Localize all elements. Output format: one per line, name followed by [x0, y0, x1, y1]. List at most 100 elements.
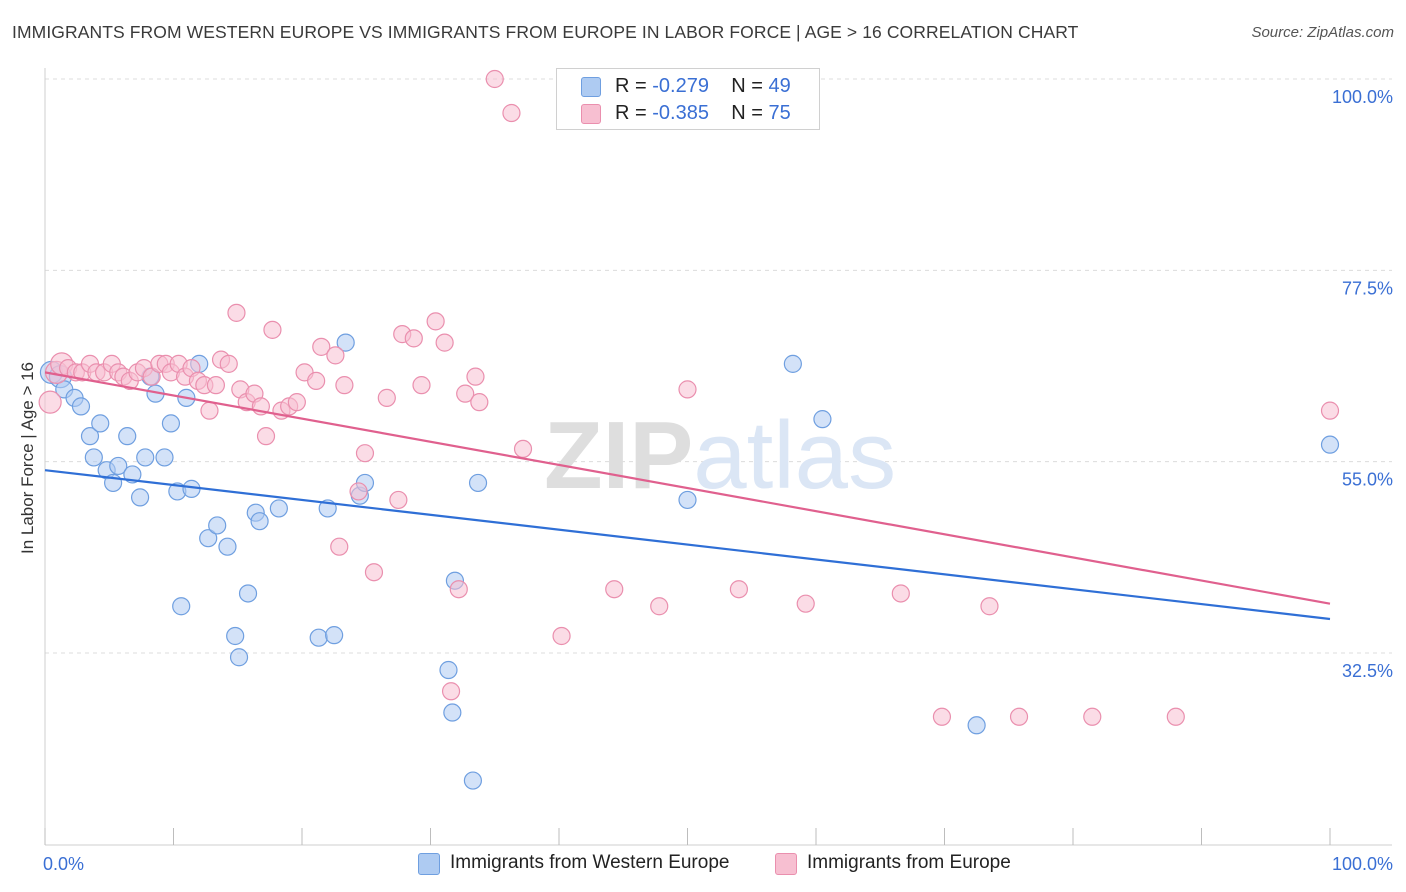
- data-point: [1320, 401, 1340, 420]
- data-point: [891, 584, 910, 603]
- watermark-zip: ZIP: [544, 402, 693, 509]
- data-point: [199, 529, 218, 548]
- legend-n-label: N =: [731, 75, 763, 97]
- data-point: [136, 448, 155, 467]
- data-point: [468, 473, 488, 493]
- data-point: [161, 414, 181, 433]
- y-tick-label: 100.0%: [1332, 87, 1393, 107]
- data-point: [330, 537, 349, 556]
- data-point: [238, 584, 258, 603]
- trend-line-western-europe: [44, 469, 1331, 621]
- data-point: [404, 329, 423, 348]
- stats-legend: R = -0.279 N = 49 R = -0.385 N = 75: [556, 68, 820, 130]
- data-point: [218, 537, 237, 556]
- series-label-europe: Immigrants from Europe: [807, 852, 1011, 873]
- data-point: [229, 648, 249, 667]
- data-point: [80, 427, 100, 446]
- data-point: [463, 771, 483, 790]
- data-point: [355, 444, 375, 463]
- data-point: [91, 414, 110, 433]
- legend-r-value-blue: -0.279: [652, 75, 709, 97]
- legend-r-label: R =: [615, 75, 647, 97]
- y-tick-label: 32.5%: [1342, 661, 1393, 681]
- data-point: [470, 393, 489, 412]
- x-tick-label: 100.0%: [1332, 854, 1393, 874]
- data-point: [678, 490, 697, 510]
- data-point: [426, 312, 445, 331]
- source-note: Source: ZipAtlas.com: [1251, 24, 1394, 41]
- data-point: [443, 703, 462, 722]
- legend-n-value-pink: 75: [768, 102, 791, 124]
- data-point: [485, 69, 504, 89]
- data-point: [155, 448, 174, 467]
- trend-lines: [44, 371, 1331, 621]
- data-point: [227, 303, 246, 322]
- data-point: [326, 346, 345, 365]
- data-point: [336, 333, 355, 352]
- legend-swatch-pink: [581, 104, 601, 124]
- data-point: [796, 594, 815, 613]
- data-point: [269, 499, 288, 518]
- tick-labels: 32.5% 55.0% 77.5% 100.0% 0.0% 100.0%: [43, 87, 1393, 874]
- data-point: [1320, 435, 1340, 454]
- data-point: [325, 626, 344, 645]
- data-point: [226, 626, 245, 646]
- data-point: [441, 682, 461, 701]
- watermark-atlas: atlas: [693, 402, 896, 509]
- watermark: ZIPatlas: [544, 402, 896, 509]
- data-point: [1166, 707, 1185, 726]
- axes: [44, 68, 1392, 846]
- data-point: [287, 393, 306, 412]
- data-point: [364, 563, 384, 582]
- trend-line-europe: [44, 371, 1331, 605]
- data-point: [466, 367, 485, 386]
- data-point: [605, 580, 624, 599]
- legend-n-value-blue: 49: [768, 75, 791, 97]
- data-point: [729, 580, 749, 599]
- data-point: [412, 376, 431, 395]
- data-point: [335, 376, 354, 395]
- data-point: [449, 580, 468, 599]
- data-point: [200, 401, 219, 420]
- legend-r-label: R =: [615, 102, 647, 124]
- data-point: [783, 354, 802, 373]
- data-point: [1009, 707, 1029, 726]
- series-swatch-blue: [418, 853, 440, 875]
- data-point: [208, 516, 227, 535]
- data-point: [1083, 707, 1102, 726]
- data-point: [349, 482, 368, 501]
- data-point: [932, 707, 952, 726]
- data-point: [813, 410, 832, 429]
- x-tick-label: 0.0%: [43, 854, 84, 874]
- data-point: [513, 439, 533, 459]
- data-point: [389, 490, 408, 510]
- data-point: [980, 597, 999, 616]
- data-point: [439, 660, 458, 680]
- y-tick-label: 55.0%: [1342, 470, 1393, 490]
- data-point: [456, 384, 475, 403]
- data-point: [71, 397, 91, 416]
- data-point: [219, 354, 238, 373]
- chart-title: IMMIGRANTS FROM WESTERN EUROPE VS IMMIGR…: [12, 22, 1079, 42]
- y-tick-label: 77.5%: [1342, 278, 1393, 298]
- legend-r-value-pink: -0.385: [652, 102, 709, 124]
- data-point: [123, 465, 142, 484]
- data-point: [307, 371, 326, 390]
- legend-n-label: N =: [731, 102, 763, 124]
- data-point: [206, 376, 226, 395]
- data-point: [256, 427, 276, 446]
- data-point: [678, 380, 697, 399]
- data-point: [312, 337, 331, 356]
- data-point: [435, 333, 454, 352]
- series-label-western-europe: Immigrants from Western Europe: [450, 852, 730, 873]
- data-point: [130, 488, 150, 507]
- data-point: [552, 626, 571, 646]
- gridlines: [45, 78, 1392, 654]
- data-point: [650, 597, 669, 616]
- data-point: [109, 456, 128, 476]
- data-point: [250, 512, 269, 531]
- data-point: [84, 448, 103, 467]
- data-point: [172, 597, 191, 616]
- data-point: [118, 427, 137, 446]
